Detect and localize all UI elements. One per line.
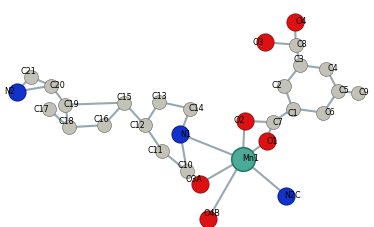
Text: C14: C14 — [188, 104, 204, 113]
Point — [197, 182, 203, 186]
Point — [178, 132, 184, 136]
Point — [156, 100, 162, 104]
Point — [262, 40, 268, 44]
Text: C9: C9 — [359, 89, 370, 97]
Text: O3A: O3A — [186, 175, 203, 184]
Point — [283, 194, 289, 197]
Text: C3: C3 — [293, 55, 304, 64]
Point — [289, 107, 295, 110]
Text: O1: O1 — [266, 137, 278, 146]
Point — [62, 103, 68, 106]
Text: C17: C17 — [34, 105, 50, 114]
Point — [48, 84, 54, 87]
Text: O4B: O4B — [203, 209, 220, 218]
Text: C21: C21 — [21, 67, 37, 76]
Text: C7: C7 — [272, 118, 283, 127]
Point — [281, 84, 287, 87]
Point — [14, 90, 20, 93]
Point — [101, 123, 107, 127]
Point — [355, 91, 361, 95]
Point — [324, 67, 329, 71]
Text: N2: N2 — [4, 87, 15, 96]
Text: C6: C6 — [324, 108, 335, 117]
Text: C16: C16 — [94, 116, 110, 124]
Text: C13: C13 — [151, 92, 167, 101]
Text: C2: C2 — [272, 81, 283, 90]
Point — [270, 121, 276, 124]
Point — [321, 111, 327, 114]
Text: C8: C8 — [297, 40, 307, 49]
Point — [46, 107, 52, 111]
Text: C1: C1 — [287, 109, 298, 118]
Point — [293, 43, 299, 47]
Text: C18: C18 — [59, 118, 74, 126]
Point — [66, 126, 72, 129]
Point — [122, 101, 128, 104]
Text: C5: C5 — [339, 86, 349, 95]
Point — [292, 20, 298, 24]
Text: C15: C15 — [117, 93, 132, 102]
Text: C12: C12 — [130, 121, 146, 130]
Text: Mn1: Mn1 — [243, 154, 260, 163]
Point — [297, 63, 303, 67]
Text: C19: C19 — [64, 100, 79, 109]
Text: C4: C4 — [327, 64, 338, 73]
Point — [242, 119, 248, 123]
Point — [184, 169, 190, 173]
Text: N1: N1 — [180, 130, 191, 139]
Point — [28, 75, 34, 79]
Point — [187, 107, 193, 110]
Point — [142, 123, 148, 127]
Text: C11: C11 — [147, 146, 163, 155]
Point — [240, 157, 246, 161]
Text: O2: O2 — [233, 116, 245, 125]
Text: O4: O4 — [295, 17, 307, 26]
Text: C10: C10 — [177, 161, 193, 170]
Point — [264, 140, 270, 143]
Text: O3: O3 — [252, 38, 264, 47]
Point — [159, 149, 165, 153]
Text: C20: C20 — [50, 81, 65, 90]
Text: N2C: N2C — [284, 191, 301, 200]
Point — [335, 89, 341, 93]
Point — [205, 217, 211, 221]
